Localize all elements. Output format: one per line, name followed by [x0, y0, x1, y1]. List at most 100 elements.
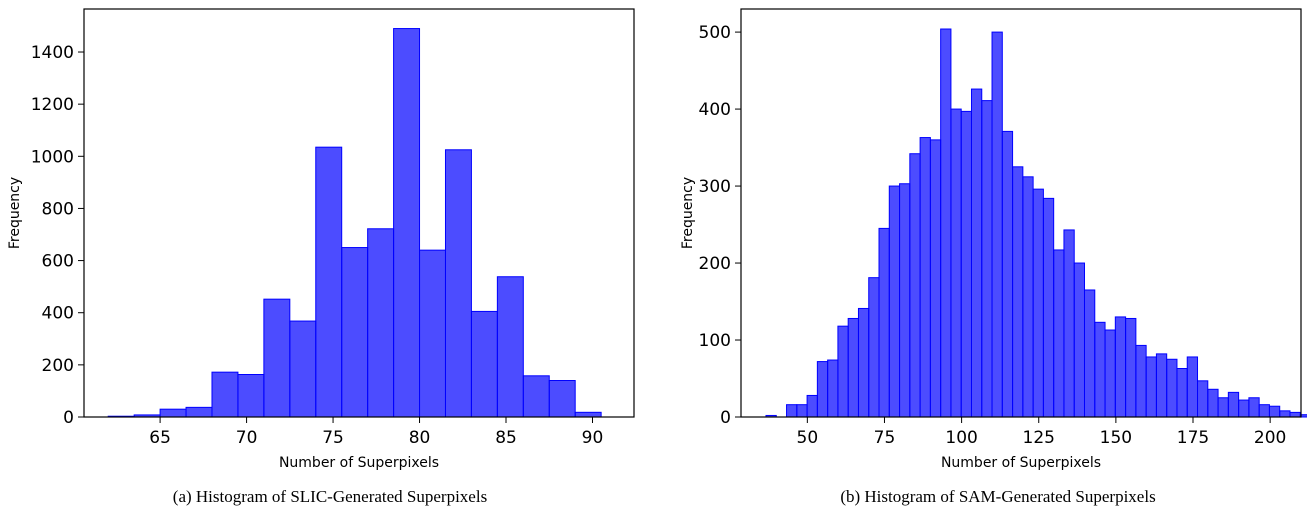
x-ticks: 65 70 75 80 85 90 [149, 417, 603, 448]
histogram-bar [367, 228, 395, 418]
histogram-bar [574, 411, 602, 418]
y-tick-label: 400 [42, 304, 74, 324]
histogram-bar [419, 249, 446, 418]
x-tick-label: 75 [322, 428, 344, 448]
histogram-bar [315, 146, 343, 418]
histogram-bar [981, 100, 993, 418]
x-tick-label: 65 [149, 428, 171, 448]
histogram-bar [1176, 368, 1188, 418]
x-axis-label: Number of Superpixels [941, 455, 1101, 471]
histogram-bar [950, 108, 962, 418]
histogram-bar [1207, 388, 1219, 418]
histogram-bar [341, 247, 369, 418]
histogram-bar [185, 406, 213, 418]
plot-frame [740, 8, 1302, 418]
histogram-bar [1104, 329, 1116, 418]
y-tick-label: 0 [63, 408, 74, 428]
histogram-bar [1268, 405, 1281, 418]
x-tick-label: 100 [945, 428, 977, 448]
histogram-bar [1227, 391, 1240, 418]
histogram-bar [960, 110, 972, 418]
histogram-bar [940, 28, 952, 418]
histogram-bar [263, 298, 291, 418]
histogram-bar [1125, 317, 1137, 418]
x-ticks: 50 75 100 125 150 175 200 [797, 417, 1286, 448]
x-tick-label: 50 [797, 428, 819, 448]
histogram-bar [1166, 358, 1178, 418]
histogram-bar [211, 371, 239, 418]
histogram-bar [237, 374, 265, 418]
y-axis-label: Frequency [680, 177, 696, 249]
y-axis-label: Frequency [7, 177, 23, 249]
caption: (a) Histogram of SLIC-Generated Superpix… [173, 487, 487, 506]
bars-group [765, 28, 1307, 418]
y-tick-label: 1400 [31, 43, 74, 63]
histogram-bar [1145, 356, 1157, 418]
histogram-bar [1248, 397, 1260, 418]
histogram-bar [970, 88, 983, 418]
histogram-bar [159, 408, 187, 418]
histogram-bar [796, 404, 808, 418]
histogram-bar [929, 139, 942, 418]
histogram-bar [1155, 353, 1168, 418]
histogram-bar [1197, 380, 1209, 418]
y-tick-label: 200 [699, 254, 731, 274]
bars-group [107, 28, 602, 418]
y-tick-label: 800 [42, 199, 74, 219]
x-tick-label: 90 [582, 428, 604, 448]
histogram-bar [444, 149, 472, 418]
histogram-bar [1053, 249, 1065, 418]
x-tick-label: 175 [1177, 428, 1209, 448]
y-tick-label: 300 [699, 177, 731, 197]
histogram-bar [837, 325, 849, 418]
histogram-bar [1001, 130, 1014, 418]
histogram-bar [1186, 356, 1199, 418]
histogram-bar [878, 227, 890, 418]
histogram-bar [899, 183, 911, 418]
histogram-bar [816, 361, 829, 418]
y-tick-label: 200 [42, 356, 74, 376]
y-tick-label: 600 [42, 252, 74, 272]
histogram-bar [1063, 229, 1075, 418]
histogram-bar [1135, 344, 1147, 418]
histogram-bar [1217, 397, 1229, 418]
histogram-bar [1083, 289, 1096, 418]
histogram-bar [393, 28, 421, 418]
histogram-bar [888, 185, 901, 418]
histogram-bar [847, 317, 859, 418]
histogram-bar [1289, 411, 1301, 418]
histogram-bar [1279, 410, 1291, 418]
histogram-bar [909, 153, 921, 418]
y-ticks: 0 100 200 300 400 500 [699, 23, 741, 428]
plot-frame [83, 8, 635, 418]
histogram-sam: 50 75 100 125 150 175 200 0 100 200 300 400 500 Num… [680, 8, 1307, 506]
histogram-bar [1032, 188, 1044, 418]
histogram-bar [470, 310, 498, 418]
x-tick-label: 70 [236, 428, 258, 448]
histogram-bar [991, 31, 1003, 418]
y-tick-label: 100 [699, 331, 731, 351]
histogram-bar [1299, 414, 1307, 418]
histogram-bar [919, 137, 931, 418]
histogram-bar [1258, 404, 1270, 418]
histogram-bar [786, 404, 798, 418]
histogram-bar [289, 320, 317, 418]
histogram-bar [1094, 321, 1106, 418]
x-tick-label: 200 [1254, 428, 1286, 448]
y-tick-label: 0 [720, 408, 731, 428]
x-tick-label: 80 [409, 428, 431, 448]
histogram-bar [496, 276, 524, 418]
histogram-bar [522, 375, 550, 418]
histogram-bar [548, 380, 576, 418]
x-tick-label: 85 [495, 428, 517, 448]
histogram-slic: 65 70 75 80 85 90 0 200 400 600 800 1000 1200 1400 N… [7, 8, 635, 506]
caption: (b) Histogram of SAM-Generated Superpixe… [840, 487, 1155, 506]
y-tick-label: 1200 [31, 95, 74, 115]
histogram-bar [1114, 316, 1127, 418]
y-tick-label: 400 [699, 100, 731, 120]
histogram-bar [1073, 262, 1085, 418]
y-tick-label: 500 [699, 23, 731, 43]
histogram-bar [1042, 197, 1055, 418]
histogram-bar [806, 394, 818, 418]
